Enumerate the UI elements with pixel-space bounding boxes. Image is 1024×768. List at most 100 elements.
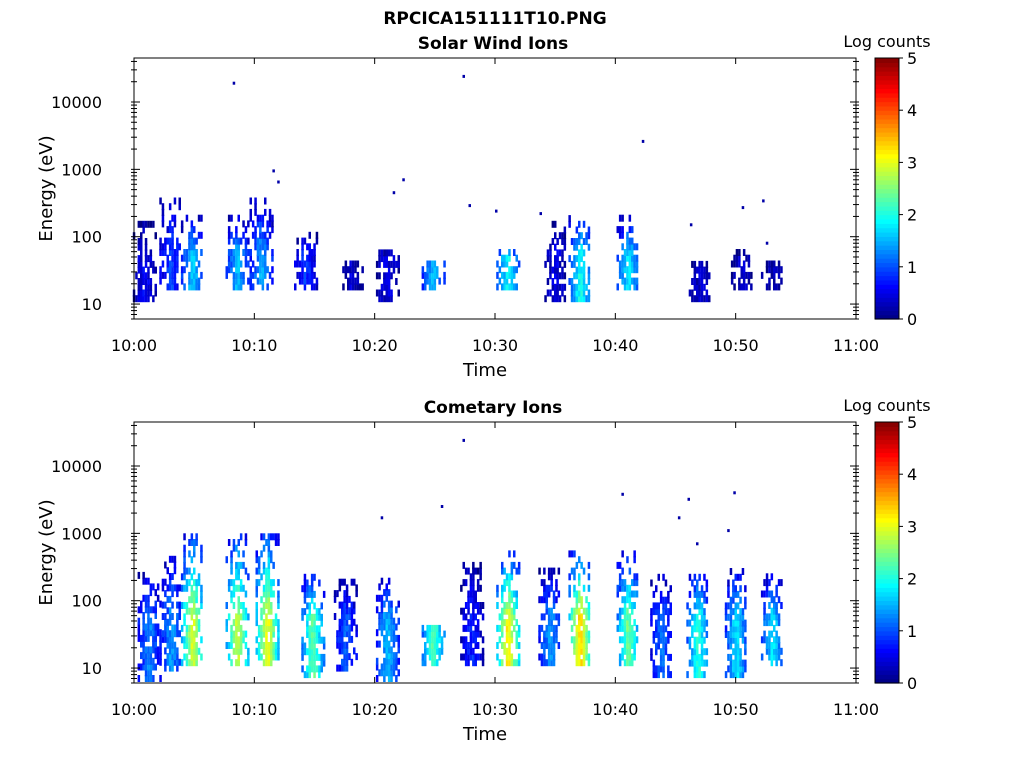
heatmap-cell	[183, 642, 186, 649]
colorbar-step	[875, 301, 899, 307]
heatmap-cell	[272, 590, 275, 598]
data-point	[687, 497, 690, 501]
heatmap-cell	[768, 653, 771, 661]
heatmap-cell	[270, 630, 273, 638]
heatmap-cell	[618, 636, 622, 644]
heatmap-cell	[626, 630, 629, 638]
heatmap-cell	[773, 636, 776, 644]
heatmap-cell	[474, 567, 477, 575]
heatmap-cell	[251, 231, 255, 239]
heatmap-cell	[271, 214, 274, 222]
heatmap-cell	[173, 647, 177, 655]
heatmap-cell	[621, 636, 624, 644]
heatmap-cell	[350, 618, 354, 626]
heatmap-cell	[137, 278, 141, 285]
colorbar-step	[875, 422, 899, 427]
heatmap-cell	[313, 283, 316, 291]
heatmap-cell	[173, 630, 177, 638]
heatmap-cell	[765, 266, 769, 274]
heatmap-cell	[618, 573, 622, 581]
heatmap-cell	[587, 573, 591, 581]
heatmap-cell	[664, 602, 668, 610]
heatmap-cell	[626, 619, 629, 627]
heatmap-cell	[385, 640, 388, 648]
heatmap-cell	[159, 271, 162, 279]
heatmap-cell	[265, 539, 268, 546]
y-tick-label: 100	[71, 592, 102, 611]
heatmap-cell	[351, 277, 355, 285]
heatmap-cell	[578, 659, 581, 667]
heatmap-cell	[260, 630, 263, 638]
heatmap-cell	[626, 271, 629, 279]
heatmap-cell	[180, 226, 184, 234]
heatmap-cell	[267, 653, 271, 661]
colorbar-step	[875, 569, 899, 575]
heatmap-cell	[390, 617, 393, 625]
heatmap-cell	[152, 634, 155, 642]
heatmap-cell	[385, 617, 388, 625]
heatmap-cell	[173, 561, 177, 569]
heatmap-cell	[149, 652, 153, 660]
heatmap-cell	[556, 295, 559, 303]
heatmap-cell	[255, 550, 258, 558]
heatmap-cell	[313, 613, 316, 621]
heatmap-cell	[180, 573, 184, 581]
heatmap-cell	[168, 613, 172, 620]
heatmap-cell	[262, 533, 266, 541]
heatmap-cell	[249, 271, 252, 279]
heatmap-cell	[496, 283, 499, 291]
heatmap-cell	[137, 266, 141, 274]
heatmap-cell	[190, 607, 194, 615]
heatmap-cell	[239, 613, 243, 621]
heatmap-cell	[137, 243, 141, 251]
heatmap-cell	[333, 590, 337, 598]
heatmap-cell	[777, 613, 781, 621]
heatmap-cell	[575, 289, 579, 297]
heatmap-cell	[623, 642, 627, 649]
heatmap-cell	[777, 596, 781, 604]
heatmap-cell	[693, 602, 697, 610]
heatmap-cell	[176, 590, 179, 598]
heatmap-cell	[310, 585, 314, 593]
heatmap-cell	[727, 579, 730, 587]
heatmap-cell	[262, 642, 266, 649]
heatmap-cell	[180, 277, 184, 285]
heatmap-cell	[550, 584, 553, 592]
heatmap-cell	[775, 630, 778, 638]
heatmap-cell	[469, 619, 473, 627]
heatmap-cell	[623, 584, 627, 592]
heatmap-cell	[563, 232, 567, 240]
heatmap-cell	[164, 630, 167, 638]
heatmap-cell	[628, 584, 632, 592]
heatmap-cell	[563, 243, 567, 251]
heatmap-cell	[308, 642, 311, 650]
heatmap-cell	[190, 277, 194, 285]
heatmap-cell	[582, 659, 586, 667]
heatmap-cell	[144, 652, 148, 660]
colorbar-step	[875, 227, 899, 233]
heatmap-cell	[156, 646, 160, 654]
heatmap-cell	[700, 278, 704, 285]
heatmap-cell	[266, 266, 269, 274]
heatmap-cell	[227, 237, 231, 245]
heatmap-cell	[626, 653, 629, 661]
heatmap-cell	[633, 619, 636, 627]
heatmap-cell	[152, 295, 155, 303]
heatmap-cell	[575, 596, 579, 604]
heatmap-cell	[390, 289, 393, 297]
heatmap-cell	[501, 642, 504, 649]
heatmap-cell	[338, 635, 342, 643]
heatmap-cell	[631, 226, 634, 234]
heatmap-cell	[513, 624, 516, 632]
heatmap-cell	[232, 283, 236, 291]
heatmap-cell	[387, 663, 391, 671]
heatmap-cell	[729, 619, 733, 627]
heatmap-cell	[156, 623, 160, 631]
heatmap-cell	[306, 625, 309, 633]
heatmap-cell	[705, 585, 709, 593]
heatmap-cell	[705, 631, 709, 638]
data-point	[689, 223, 693, 227]
heatmap-cell	[505, 260, 509, 268]
heatmap-cell	[301, 254, 304, 262]
heatmap-cell	[195, 539, 198, 546]
